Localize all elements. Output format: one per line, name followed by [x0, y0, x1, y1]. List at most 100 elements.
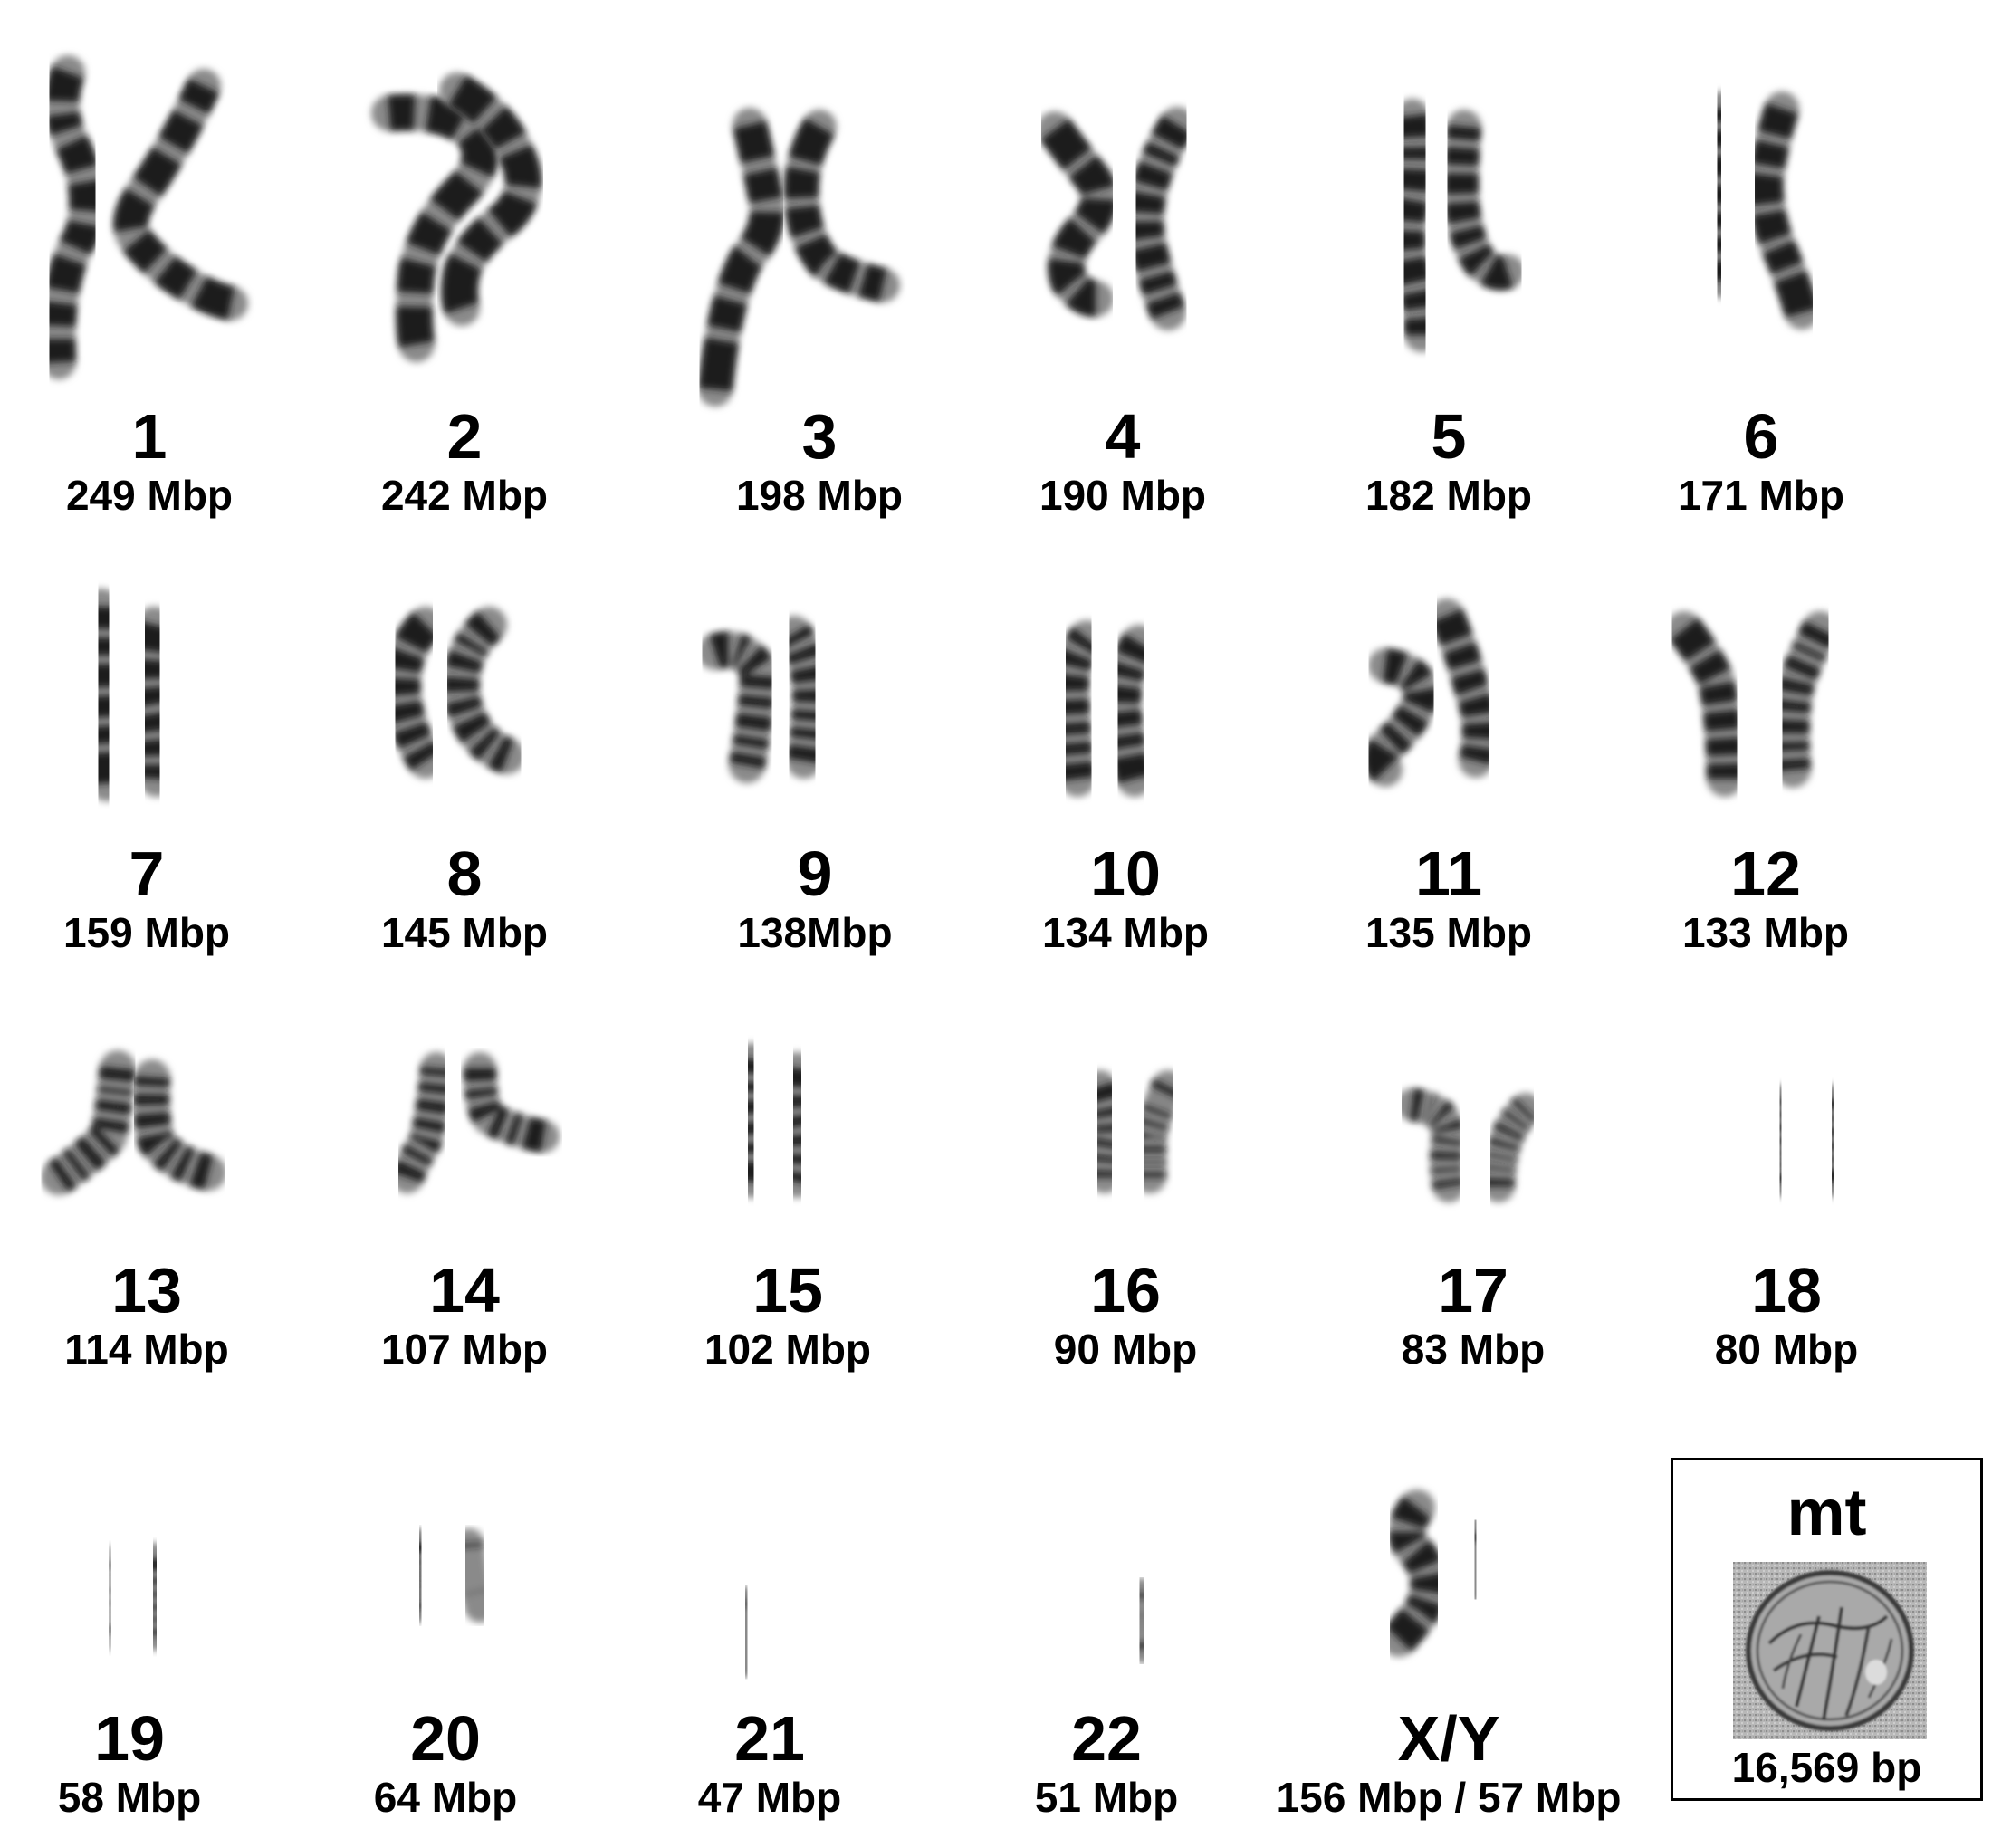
chromatid-bands: [1458, 1533, 1493, 1586]
chromatid-bands: [1410, 1089, 1465, 1189]
chromatid-bands: [1386, 1497, 1446, 1652]
chromatid-bands: [1365, 649, 1439, 781]
chromatid-bands: [442, 75, 541, 314]
chromosome-number: 2: [446, 401, 483, 472]
chromatid: [1037, 111, 1117, 317]
chromatid-bands: [779, 625, 828, 764]
chromosome-size: 242 Mbp: [380, 472, 549, 519]
chromosome-size: 156 Mbp / 57 Mbp: [1276, 1774, 1622, 1821]
chromosome-number: 10: [1090, 838, 1161, 909]
chromatid-bands: [444, 611, 514, 772]
chromosome-size: 83 Mbp: [1401, 1326, 1546, 1373]
chromatid: [1396, 1088, 1466, 1202]
mitochondrion-panel: mt 16,569 bp: [1671, 1458, 1983, 1801]
chromosome-number: 3: [801, 401, 838, 472]
chromatid: [1457, 1517, 1494, 1603]
chromatid: [1052, 620, 1105, 797]
chromosome-number: 12: [1730, 838, 1801, 909]
chromatid-bands: [1125, 1592, 1158, 1651]
chromosome-number: 4: [1105, 401, 1141, 472]
chromosome-size: 249 Mbp: [65, 472, 234, 519]
chromatid-bands: [1774, 621, 1836, 771]
chromatid: [138, 1543, 172, 1651]
chromatid-bands: [388, 95, 498, 348]
chromosome-size: 58 Mbp: [57, 1774, 202, 1821]
chromatid-bands: [1482, 1097, 1537, 1187]
chromatid: [454, 1528, 495, 1623]
chromatid-bands: [1391, 113, 1439, 336]
chromosome-number: 15: [752, 1255, 823, 1326]
chromatid-bands: [1748, 103, 1818, 318]
chromosome-number: 8: [446, 838, 483, 909]
chromosome-size: 190 Mbp: [1039, 472, 1207, 519]
chromatid-bands: [405, 1542, 436, 1609]
chromatid-bands: [130, 620, 175, 780]
chromatid-bands: [1444, 125, 1513, 290]
mitochondrion-micrograph-icon: [1733, 1562, 1927, 1739]
chromosome-number: 13: [111, 1255, 182, 1326]
chromatid-bands: [733, 1057, 769, 1183]
chromatid: [729, 1586, 763, 1678]
chromatid-bands: [1105, 634, 1154, 783]
chromosome-size: 80 Mbp: [1714, 1326, 1859, 1373]
chromatid-bands: [1817, 1098, 1849, 1183]
chromatid: [113, 69, 248, 321]
chromosome-size: 138Mbp: [737, 909, 893, 956]
chromosome-number: 22: [1071, 1703, 1142, 1774]
chromatid-bands: [138, 1558, 172, 1635]
chromosome-number: 20: [410, 1703, 481, 1774]
chromatid: [1084, 1070, 1126, 1193]
mitochondrion-title: mt: [1786, 1477, 1867, 1549]
chromatid-bands: [1128, 115, 1192, 320]
chromosome-size: 133 Mbp: [1681, 909, 1850, 956]
chromosome-size: 47 Mbp: [697, 1774, 842, 1821]
chromosome-number: 14: [429, 1255, 500, 1326]
chromosome-number: 5: [1431, 401, 1467, 472]
chromatid-bands: [1432, 608, 1497, 765]
chromatid: [1125, 1578, 1158, 1663]
chromosome-size: 102 Mbp: [704, 1326, 872, 1373]
chromosome-number: 1: [131, 401, 168, 472]
chromatid-bands: [385, 612, 441, 771]
chromosome-size: 64 Mbp: [373, 1774, 518, 1821]
mitochondrion-size: 16,569 bp: [1731, 1744, 1922, 1791]
chromatid-bands: [699, 120, 784, 391]
chromatid-bands: [1134, 1079, 1183, 1177]
chromatid-bands: [784, 119, 887, 302]
chromatid: [404, 1528, 436, 1623]
chromosome-size: 159 Mbp: [62, 909, 231, 956]
chromosome-size: 107 Mbp: [380, 1326, 549, 1373]
chromosome-size: 171 Mbp: [1677, 472, 1845, 519]
chromosome-size: 90 Mbp: [1053, 1326, 1198, 1373]
chromatid: [778, 1052, 817, 1198]
chromatid-bands: [464, 1068, 547, 1152]
chromosome-size: 182 Mbp: [1365, 472, 1533, 519]
chromatid-bands: [42, 66, 103, 363]
chromosome-number: 11: [1415, 838, 1482, 909]
chromatid-bands: [134, 1076, 214, 1190]
chromosome-number: 9: [797, 838, 833, 909]
chromosome-size: 114 Mbp: [64, 1326, 229, 1373]
chromosome-number: 16: [1090, 1255, 1161, 1326]
chromosome-number: X/Y: [1397, 1703, 1500, 1774]
chromatid-bands: [392, 1067, 453, 1183]
chromatid-bands: [49, 1067, 135, 1192]
chromosome-number: 17: [1438, 1255, 1508, 1326]
chromosome-size: 51 Mbp: [1034, 1774, 1179, 1821]
chromosome-size: 135 Mbp: [1365, 909, 1533, 956]
chromosome-number: 21: [734, 1703, 805, 1774]
chromosome-number: 18: [1751, 1255, 1822, 1326]
chromosome-size: 145 Mbp: [380, 909, 549, 956]
chromosome-number: 7: [129, 838, 165, 909]
chromosome-number: 19: [94, 1703, 165, 1774]
chromatid-bands: [710, 632, 777, 769]
chromatid-bands: [1671, 618, 1742, 780]
chromosome-size: 198 Mbp: [735, 472, 904, 519]
chromatid-bands: [83, 606, 124, 785]
chromosome-size: 134 Mbp: [1041, 909, 1210, 956]
chromatid-bands: [1765, 1099, 1796, 1183]
chromatid-bands: [1701, 108, 1738, 282]
chromatid: [1816, 1085, 1849, 1197]
